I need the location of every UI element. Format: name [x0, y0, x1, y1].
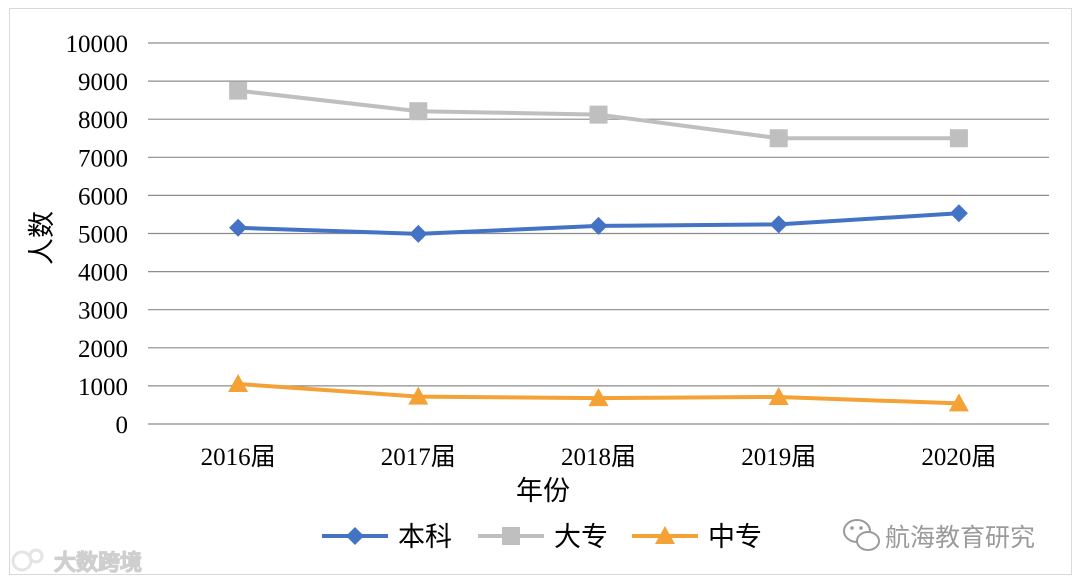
watermark-left-text: 大数跨境	[54, 550, 142, 576]
series-1	[229, 204, 968, 243]
x-axis-ticks: 2016届 2017届 2018届 2019届 2020届	[201, 444, 997, 471]
x-tick-label: 2020届	[921, 444, 996, 471]
data-point	[768, 386, 789, 405]
logo-icon	[11, 548, 44, 572]
series-3	[228, 373, 969, 412]
y-tick-label: 0	[116, 412, 129, 439]
legend-label: 大专	[554, 522, 608, 552]
data-point	[949, 129, 968, 148]
legend-marker	[346, 527, 364, 545]
x-axis-title: 年份	[516, 476, 570, 506]
x-tick-label: 2016届	[201, 444, 276, 471]
x-tick-label: 2019届	[741, 444, 816, 471]
data-point	[408, 386, 429, 405]
watermark-right-text: 航海教育研究	[885, 523, 1035, 552]
data-point	[769, 129, 788, 148]
y-tick-label: 3000	[78, 298, 128, 325]
y-tick-label: 5000	[78, 222, 128, 249]
y-axis-title: 人数	[27, 211, 57, 265]
data-point	[769, 215, 788, 234]
y-tick-label: 8000	[78, 107, 128, 134]
legend-label: 本科	[398, 522, 452, 552]
legend-marker	[655, 526, 675, 544]
y-axis-ticks: 0 1000 2000 3000 4000 5000 6000 7000 8000 9000 100…	[66, 31, 129, 439]
data-point	[229, 218, 248, 237]
series-layer	[228, 81, 969, 412]
y-tick-label: 9000	[78, 69, 128, 96]
data-point	[409, 224, 428, 243]
legend-item: 中专	[632, 522, 762, 552]
wechat-icon	[843, 519, 880, 551]
y-tick-label: 4000	[78, 260, 128, 287]
y-tick-label: 1000	[78, 374, 128, 401]
data-point	[589, 216, 608, 235]
x-tick-label: 2018届	[561, 444, 636, 471]
legend: 本科 大专 中专	[322, 522, 762, 552]
y-tick-label: 7000	[78, 145, 128, 172]
y-tick-label: 10000	[66, 31, 129, 58]
data-point	[228, 373, 249, 392]
data-point	[588, 388, 609, 407]
watermark-right: 航海教育研究	[843, 519, 1035, 552]
data-point	[949, 204, 968, 223]
y-tick-label: 2000	[78, 336, 128, 363]
y-tick-label: 6000	[78, 183, 128, 210]
data-point	[948, 393, 969, 412]
legend-marker	[502, 527, 520, 545]
data-point	[229, 81, 248, 100]
watermark-left: 大数跨境	[11, 548, 143, 577]
legend-item: 本科	[322, 522, 452, 552]
data-point	[589, 105, 608, 124]
legend-item: 大专	[478, 522, 608, 552]
data-point	[409, 102, 428, 121]
x-tick-label: 2017届	[381, 444, 456, 471]
series-2	[229, 81, 968, 148]
legend-label: 中专	[708, 522, 762, 552]
chart-frame	[9, 8, 1072, 575]
